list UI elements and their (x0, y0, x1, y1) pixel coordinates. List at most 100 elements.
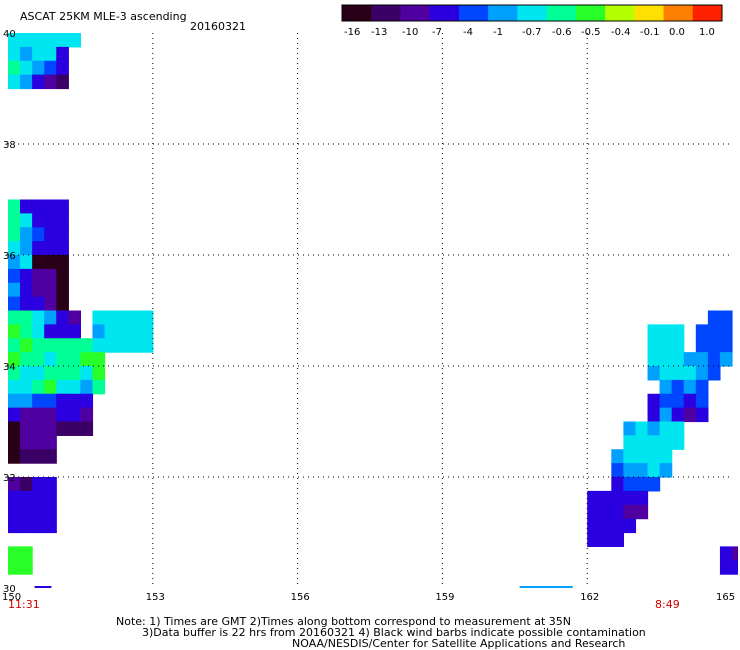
data-cell (104, 338, 118, 353)
data-cell (8, 324, 21, 339)
data-cell (56, 393, 69, 409)
data-cell (44, 477, 57, 492)
data-cell (68, 421, 81, 436)
x-tick-label: 153 (146, 592, 165, 603)
data-cell-segment (519, 586, 573, 588)
data-cell (635, 490, 649, 506)
data-cell (44, 227, 57, 242)
data-cell (32, 241, 45, 256)
data-cell (56, 213, 69, 228)
data-cell (44, 324, 57, 339)
colorbar-border (341, 4, 723, 22)
data-cell (68, 407, 81, 423)
data-cell (80, 366, 94, 381)
colorbar-label: -0.4 (611, 27, 631, 38)
colorbar-segment (663, 5, 694, 21)
colorbar-label: -0.1 (640, 27, 660, 38)
data-cell (635, 449, 649, 464)
colorbar-label: -16 (344, 27, 360, 38)
data-cell (719, 338, 733, 353)
data-cell (647, 324, 661, 339)
data-cell (611, 463, 624, 478)
y-tick-label: 34 (3, 362, 16, 373)
data-cell (635, 504, 649, 520)
data-cell (8, 241, 21, 256)
colorbar-segment (546, 5, 577, 21)
data-cell (8, 296, 21, 312)
data-cell (44, 282, 57, 298)
data-cell (44, 490, 57, 506)
data-cell (44, 379, 57, 395)
data-cell (32, 477, 45, 492)
data-cell (80, 393, 94, 409)
data-cell (623, 518, 637, 534)
data-cell (68, 310, 81, 325)
colorbar-segment (458, 5, 489, 21)
data-cell (92, 379, 106, 395)
data-cell (20, 60, 33, 76)
data-cell (587, 518, 600, 534)
data-cell (8, 490, 21, 506)
data-cell (8, 366, 21, 381)
data-cell (20, 213, 33, 228)
data-cell (8, 213, 21, 228)
data-cell (647, 449, 661, 464)
data-cell (20, 255, 33, 270)
data-cell (8, 310, 21, 325)
data-cell (20, 282, 33, 298)
data-cell (92, 324, 106, 339)
data-cell (8, 449, 21, 464)
data-cell (8, 227, 21, 242)
data-cell (8, 74, 21, 90)
data-cell (44, 213, 57, 228)
data-cell (683, 393, 697, 409)
data-cell (56, 407, 69, 423)
data-cell (20, 560, 33, 575)
data-cell (44, 338, 57, 353)
data-cell (671, 435, 685, 450)
data-cell (44, 449, 57, 464)
data-cell (32, 366, 45, 381)
data-cell (32, 518, 45, 534)
data-cell (20, 338, 33, 353)
data-cell (32, 310, 45, 325)
x-tick-label: 150 (2, 592, 21, 603)
data-cell (707, 366, 721, 381)
data-cell (80, 379, 94, 395)
data-cell (68, 393, 81, 409)
data-cell (611, 532, 624, 547)
data-cell (92, 338, 106, 353)
data-cell (8, 407, 21, 423)
data-cell (68, 352, 81, 367)
data-cell (659, 421, 673, 436)
data-cell (56, 379, 69, 395)
data-cell (68, 379, 81, 395)
data-cell (20, 421, 33, 436)
data-cell (599, 532, 612, 547)
data-cell (647, 463, 661, 478)
data-cell (92, 310, 106, 325)
colorbar-label: -0.7 (522, 27, 542, 38)
data-cell (44, 366, 57, 381)
data-cell (44, 33, 57, 48)
data-cell (623, 421, 637, 436)
data-cell (20, 227, 33, 242)
y-tick-label: 36 (3, 251, 16, 262)
y-tick-label: 30 (3, 584, 16, 595)
data-cell (20, 268, 33, 284)
data-cell (8, 255, 21, 270)
data-cell (80, 407, 94, 423)
data-cell (56, 282, 69, 298)
data-cell (128, 324, 142, 339)
data-cell (671, 407, 685, 423)
data-cell (140, 310, 154, 325)
data-cell (671, 324, 685, 339)
colorbar-segment (634, 5, 665, 21)
data-cell (623, 463, 637, 478)
data-cell (104, 310, 118, 325)
data-cell (671, 352, 685, 367)
data-cell (683, 379, 697, 395)
note-line-1: Note: 1) Times are GMT 2)Times along bot… (116, 615, 571, 628)
colorbar-segment (605, 5, 635, 21)
